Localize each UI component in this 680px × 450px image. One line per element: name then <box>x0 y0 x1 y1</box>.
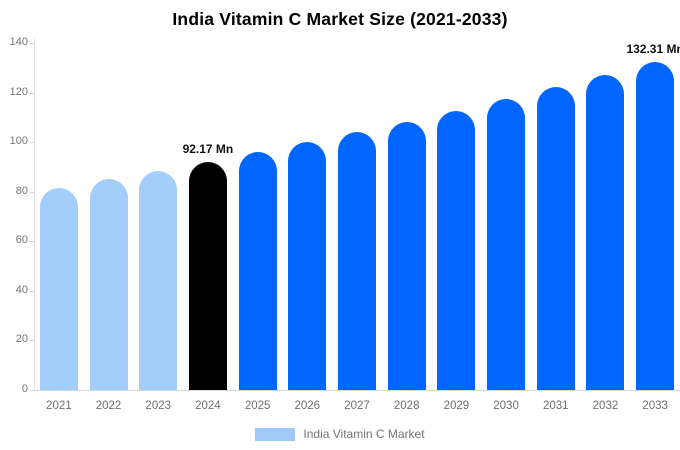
x-tick-label-2031: 2031 <box>542 400 569 412</box>
bar-2025[interactable] <box>238 152 277 390</box>
y-tick-mark <box>30 92 34 94</box>
x-tick-label-2025: 2025 <box>244 400 271 412</box>
y-axis-line <box>34 38 35 390</box>
bar-2021[interactable] <box>39 187 78 390</box>
bar-2028[interactable] <box>387 121 426 390</box>
bar-2022[interactable] <box>89 179 128 390</box>
y-tick-label: 40 <box>15 283 28 296</box>
y-tick-mark <box>30 43 34 44</box>
x-tick-label-2021: 2021 <box>46 400 72 412</box>
x-tick-label-2024: 2024 <box>195 400 221 412</box>
legend-item[interactable]: India Vitamin C Market <box>0 426 680 442</box>
y-tick-mark <box>30 142 34 144</box>
bar-2033[interactable] <box>636 62 675 390</box>
y-tick-label: 60 <box>15 234 28 247</box>
data-label-2033: 132.31 Mn <box>626 42 680 57</box>
x-tick-label-2032: 2032 <box>592 400 619 412</box>
y-tick-mark <box>30 241 34 243</box>
bar-2023[interactable] <box>139 170 178 390</box>
x-tick-label-2022: 2022 <box>95 400 122 412</box>
chart-title: India Vitamin C Market Size (2021-2033) <box>172 9 508 29</box>
data-label-2024: 92.17 Mn <box>182 141 234 156</box>
y-tick-mark <box>30 340 34 342</box>
bar-2026[interactable] <box>288 142 327 390</box>
y-tick-label: 0 <box>21 383 28 395</box>
legend-label: India Vitamin C Market <box>303 427 425 441</box>
x-tick-label-2026: 2026 <box>294 400 321 412</box>
x-tick-label-2030: 2030 <box>493 400 519 412</box>
x-tick-label-2023: 2023 <box>145 400 172 412</box>
y-tick-mark <box>30 290 34 292</box>
bar-2030[interactable] <box>487 99 526 390</box>
bar-2029[interactable] <box>437 110 476 390</box>
bar-2031[interactable] <box>536 87 575 390</box>
y-tick-mark <box>30 191 34 193</box>
y-tick-label: 140 <box>9 36 28 48</box>
y-tick-label: 20 <box>15 333 28 346</box>
bar-2032[interactable] <box>586 74 625 390</box>
legend-swatch-icon <box>255 427 296 441</box>
y-tick-label: 80 <box>15 184 28 197</box>
y-tick-label: 120 <box>9 85 28 98</box>
y-tick-label: 100 <box>9 135 28 148</box>
x-axis-line <box>34 390 680 391</box>
x-tick-label-2027: 2027 <box>344 400 370 412</box>
x-tick-label-2033: 2033 <box>642 400 668 412</box>
x-tick-label-2029: 2029 <box>443 400 470 412</box>
x-tick-label-2028: 2028 <box>393 400 420 412</box>
y-tick-mark <box>30 390 34 391</box>
bar-2024[interactable] <box>188 161 227 390</box>
bar-2027[interactable] <box>338 132 376 390</box>
